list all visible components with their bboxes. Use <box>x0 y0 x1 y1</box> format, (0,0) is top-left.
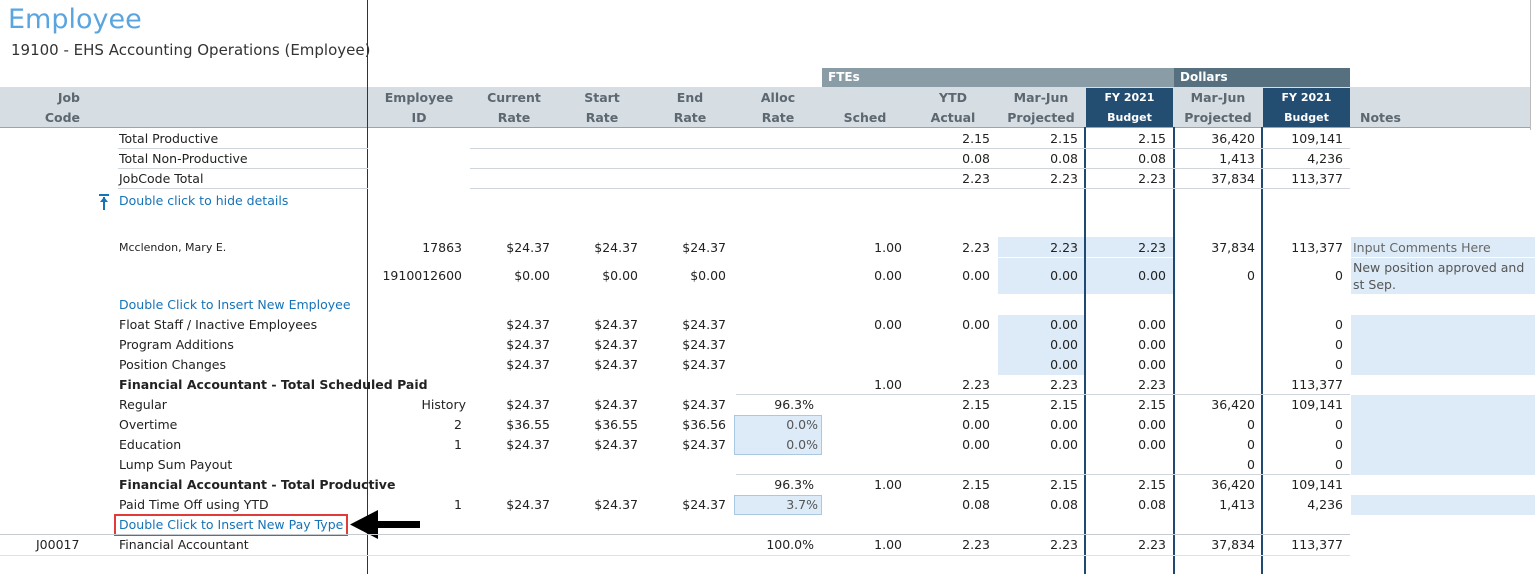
table-row: Financial Accountant - Total Scheduled P… <box>119 377 1343 392</box>
notes-input[interactable] <box>1351 258 1535 294</box>
row-divider <box>736 474 1350 475</box>
row-divider <box>118 168 368 169</box>
col-end-rate[interactable]: End Rate <box>673 90 707 125</box>
page-title: Employee <box>8 4 142 35</box>
right-edge <box>1530 0 1531 130</box>
callout-arrow-icon <box>350 510 422 540</box>
table-row: Float Staff / Inactive Employees $24.37 … <box>119 317 1343 332</box>
notes-input[interactable] <box>1351 395 1535 475</box>
table-row: Program Additions $24.37 $24.37 $24.37 0… <box>119 337 1343 352</box>
col-mar-jun-projected-fte[interactable]: Mar-Jun Projected <box>1007 90 1075 125</box>
table-row: Lump Sum Payout 0 0 <box>119 457 1343 472</box>
group-header-ftes: FTEs <box>822 68 1174 87</box>
alloc-input[interactable] <box>734 415 822 455</box>
col-fy2021-budget-fte[interactable]: FY 2021 Budget <box>1086 88 1173 127</box>
row-divider <box>0 555 1350 556</box>
col-sched[interactable]: Sched <box>843 110 887 125</box>
insert-employee-link[interactable]: Double Click to Insert New Employee <box>119 297 351 312</box>
col-mar-jun-projected-dollars[interactable]: Mar-Jun Projected <box>1184 90 1252 125</box>
col-alloc-rate[interactable]: Alloc Rate <box>760 90 796 125</box>
row-divider <box>0 534 1350 535</box>
input-cell[interactable] <box>998 258 1084 294</box>
col-start-rate[interactable]: Start Rate <box>584 90 620 125</box>
collapse-up-icon[interactable] <box>97 192 111 212</box>
notes-input[interactable] <box>1351 237 1535 257</box>
header-divider <box>0 127 1530 128</box>
table-row: Total Productive 2.15 2.15 2.15 36,420 1… <box>119 131 1343 146</box>
table-row: Overtime 2 $36.55 $36.55 $36.56 0.0% 0.0… <box>119 417 1343 432</box>
input-cell[interactable] <box>1086 258 1173 294</box>
budget-col-border-left <box>1084 127 1086 574</box>
employee-name[interactable]: Mcclendon, Mary E. <box>119 241 227 254</box>
row-divider <box>118 148 368 149</box>
input-cell[interactable] <box>1086 237 1173 257</box>
alloc-input[interactable] <box>734 495 822 515</box>
notes-input[interactable] <box>1351 495 1535 515</box>
budget-col-border-right <box>1261 127 1263 574</box>
page-subtitle: 19100 - EHS Accounting Operations (Emplo… <box>11 41 371 59</box>
row-divider <box>470 188 1350 189</box>
col-ytd-actual[interactable]: YTD Actual <box>930 90 976 125</box>
row-divider <box>736 394 1350 395</box>
insert-pay-type-link[interactable]: Double Click to Insert New Pay Type <box>119 517 344 532</box>
table-row: Regular History $24.37 $24.37 $24.37 96.… <box>119 397 1343 412</box>
hide-details-link[interactable]: Double click to hide details <box>119 193 289 208</box>
col-employee-id[interactable]: Employee ID <box>384 90 454 125</box>
table-row: Paid Time Off using YTD 1 $24.37 $24.37 … <box>119 497 1343 512</box>
row-divider <box>470 168 1350 169</box>
col-job-code[interactable]: Job Code <box>44 90 80 125</box>
table-row: J00017 Financial Accountant 100.0% 1.00 … <box>36 537 1343 552</box>
col-notes[interactable]: Notes <box>1360 110 1401 125</box>
table-row: 1910012600 $0.00 $0.00 $0.00 0.00 0.00 0… <box>382 268 1343 283</box>
budget-col-border-mid <box>1173 127 1175 574</box>
frozen-pane-divider <box>367 0 368 574</box>
col-current-rate[interactable]: Current Rate <box>487 90 541 125</box>
input-cell[interactable] <box>998 237 1084 257</box>
table-row: JobCode Total 2.23 2.23 2.23 37,834 113,… <box>119 171 1343 186</box>
input-cell[interactable] <box>998 315 1084 375</box>
table-row: Financial Accountant - Total Productive … <box>119 477 1343 492</box>
row-divider <box>118 188 368 189</box>
row-divider <box>470 148 1350 149</box>
table-row: Total Non-Productive 0.08 0.08 0.08 1,41… <box>119 151 1343 166</box>
table-row: Position Changes $24.37 $24.37 $24.37 0.… <box>119 357 1343 372</box>
table-row: Education 1 $24.37 $24.37 $24.37 0.0% 0.… <box>119 437 1343 452</box>
callout-highlight-box <box>114 514 348 536</box>
col-fy2021-budget-dollars[interactable]: FY 2021 Budget <box>1263 88 1350 127</box>
notes-input[interactable] <box>1351 315 1535 375</box>
group-header-dollars: Dollars <box>1174 68 1350 87</box>
table-row: Mcclendon, Mary E. 17863 $24.37 $24.37 $… <box>0 238 1535 258</box>
